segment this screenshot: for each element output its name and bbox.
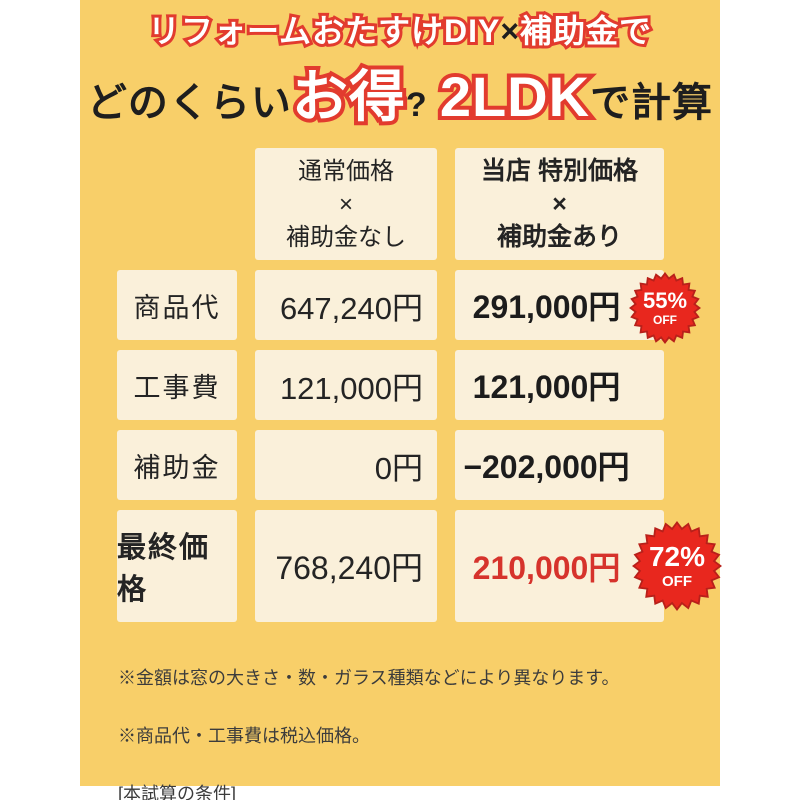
badge-72-content: 72% OFF	[632, 521, 722, 611]
headline: リフォームおたすけDIY×補助金で どのくらいお得? 2LDKで計算	[80, 0, 720, 133]
headline-question-mark: ?	[405, 86, 428, 124]
final-price-special-value: 210,000円	[455, 510, 664, 622]
product-cost-special-value: 291,000円	[455, 270, 664, 340]
headline-calc-text: で計算	[590, 81, 714, 125]
row-label-final-price: 最終価格	[117, 510, 237, 622]
subsidy-normal-value: 0円	[255, 430, 437, 500]
starburst-fill	[632, 275, 698, 341]
construction-fee-special-value: 121,000円	[455, 350, 664, 420]
headline-reform-text: リフォームおたすけDIY	[145, 10, 502, 52]
yellow-poster-background: リフォームおたすけDIY×補助金で どのくらいお得? 2LDKで計算 通常価格 …	[80, 0, 722, 800]
badge-72-off-label: OFF	[662, 573, 692, 590]
badge-72-percent: 72%	[648, 541, 706, 572]
starburst-fill	[635, 524, 719, 608]
note-line: [本試算の条件]	[118, 783, 237, 800]
column-header-normal-price: 通常価格 × 補助金なし	[255, 148, 437, 260]
headline-times-sign: ×	[500, 13, 521, 49]
badge-55-percent: 55%	[642, 288, 688, 313]
conditions-notes: ※金額は窓の大きさ・数・ガラス種類などにより異なります。 ※商品代・工事費は税込…	[118, 631, 693, 800]
row-label-product-cost: 商品代	[117, 270, 237, 340]
special-price-line1: 当店 特別価格	[481, 156, 638, 185]
normal-price-times: ×	[338, 190, 353, 218]
table-corner-empty	[117, 148, 237, 260]
note-line: ※商品代・工事費は税込価格。	[118, 726, 370, 747]
normal-price-line2: 補助金なし	[286, 223, 406, 251]
note-line: ※金額は窓の大きさ・数・ガラス種類などにより異なります。	[118, 668, 620, 689]
headline-line1: リフォームおたすけDIY×補助金で	[80, 6, 720, 52]
row-label-subsidy: 補助金	[117, 430, 237, 500]
normal-price-line1: 通常価格	[298, 157, 394, 185]
row-label-construction-fee: 工事費	[117, 350, 237, 420]
price-comparison-table: 通常価格 × 補助金なし 当店 特別価格 × 補助金あり 商品代 647,240…	[117, 148, 664, 622]
badge-55-content: 55% OFF	[629, 272, 701, 344]
headline-otoku-text: お得	[288, 61, 409, 132]
column-header-special-price: 当店 特別価格 × 補助金あり	[455, 148, 664, 260]
special-price-line2: 補助金あり	[496, 222, 622, 251]
discount-badge-55-off: 55% OFF	[629, 272, 701, 344]
construction-fee-normal-value: 121,000円	[255, 350, 437, 420]
final-price-normal-value: 768,240円	[255, 510, 437, 622]
headline-2ldk-text: 2LDK	[436, 61, 593, 132]
headline-howmuch-text: どのくらい	[86, 81, 292, 125]
subsidy-special-value: −202,000円	[455, 430, 664, 500]
product-cost-normal-value: 647,240円	[255, 270, 437, 340]
discount-badge-72-off: 72% OFF	[632, 521, 722, 611]
headline-subsidy-text: 補助金で	[517, 10, 654, 52]
headline-line2: どのくらいお得? 2LDKで計算	[80, 52, 720, 133]
badge-55-off-label: OFF	[653, 313, 677, 327]
special-price-times: ×	[552, 189, 567, 218]
